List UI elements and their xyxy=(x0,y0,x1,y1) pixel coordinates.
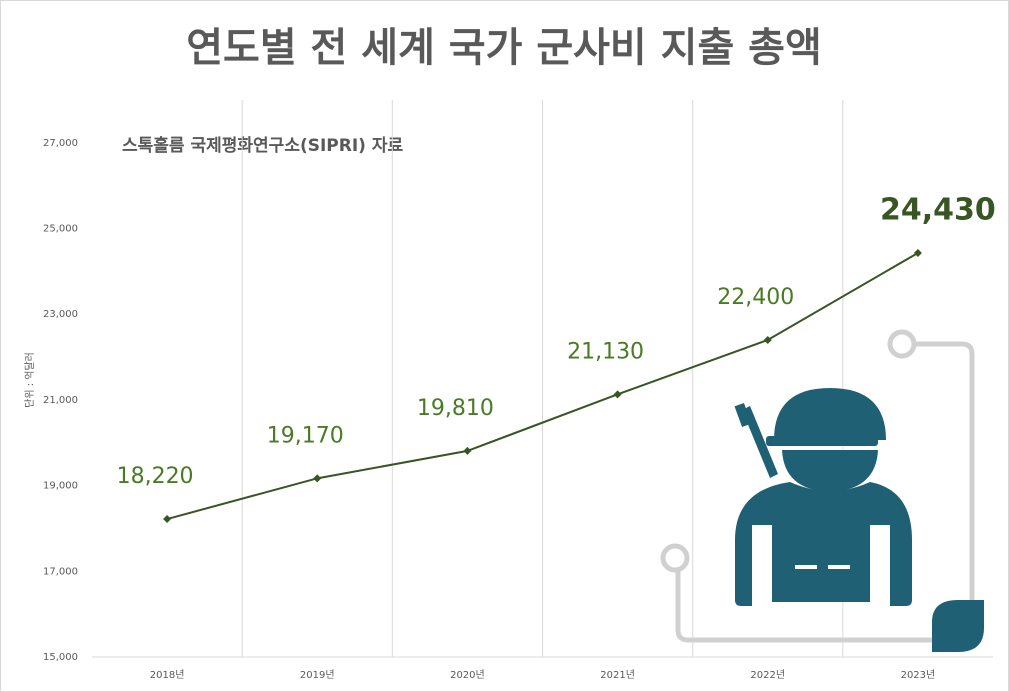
marker xyxy=(313,474,322,483)
y-tick-label: 21,000 xyxy=(43,395,78,406)
x-tick-label: 2018년 xyxy=(150,669,185,681)
x-tick-label: 2022년 xyxy=(750,669,785,681)
marker xyxy=(763,335,772,344)
y-tick-label: 27,000 xyxy=(43,138,78,149)
y-tick-label: 23,000 xyxy=(43,309,78,320)
y-tick-label: 19,000 xyxy=(43,481,78,492)
x-tick-label: 2020년 xyxy=(450,669,485,681)
line xyxy=(166,252,919,521)
y-tick-label: 15,000 xyxy=(43,652,78,663)
x-tick-label: 2021년 xyxy=(600,669,635,681)
data-label: 21,130 xyxy=(567,339,644,364)
marker xyxy=(163,515,172,524)
y-tick-label: 25,000 xyxy=(43,224,78,235)
data-label: 24,430 xyxy=(880,192,996,227)
data-label: 18,220 xyxy=(117,464,194,489)
x-tick-label: 2023년 xyxy=(901,669,936,681)
chart-subtitle: 스톡홀름 국제평화연구소(SIPRI) 자료 xyxy=(122,135,403,156)
data-label: 22,400 xyxy=(717,285,794,310)
y-axis-label: 단위 : 억달러 xyxy=(23,352,36,408)
marker xyxy=(463,446,472,455)
marker xyxy=(913,248,922,257)
y-tick-label: 17,000 xyxy=(43,566,78,577)
soldier-icon xyxy=(660,329,984,652)
data-label: 19,810 xyxy=(417,396,494,421)
x-tick-label: 2019년 xyxy=(300,669,335,681)
chart-title: 연도별 전 세계 국가 군사비 지출 총액 xyxy=(186,25,822,71)
data-label: 19,170 xyxy=(267,423,344,448)
marker xyxy=(613,390,622,399)
